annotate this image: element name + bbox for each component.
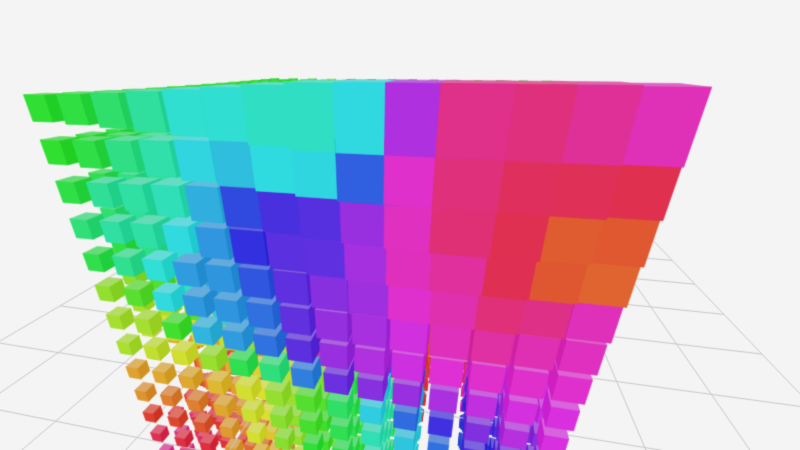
scene-viewport [0,0,800,450]
cube-field-canvas[interactable] [0,0,800,450]
